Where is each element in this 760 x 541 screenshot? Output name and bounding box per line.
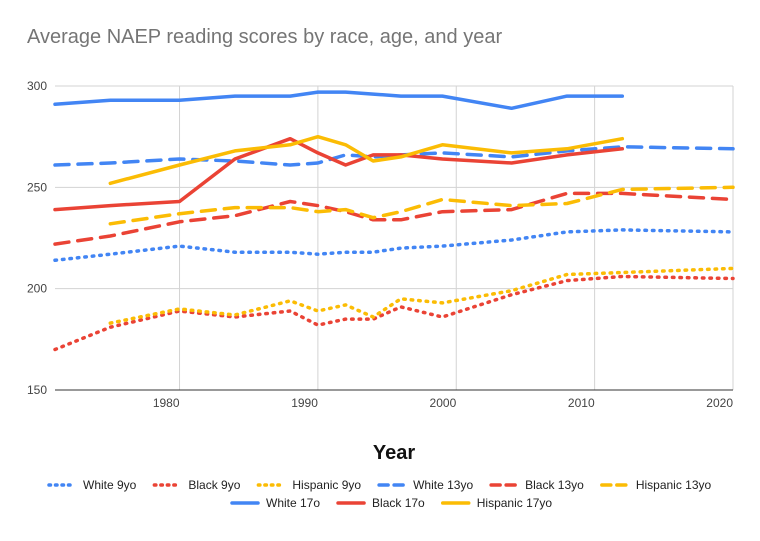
legend-item-hispanic-17yo: Hispanic 17yo (440, 496, 553, 510)
legend-label: White 17o (266, 496, 320, 510)
x-tick-label-2020: 2020 (706, 396, 733, 410)
x-tick-label-2010: 2010 (568, 396, 595, 410)
legend-label: Black 17o (372, 496, 425, 510)
legend-label: Black 13yo (525, 478, 584, 492)
series-line-black-13yo (53, 191, 735, 246)
legend-item-hispanic-9yo: Hispanic 9yo (256, 478, 361, 492)
legend-label: Hispanic 9yo (292, 478, 361, 492)
legend-item-black-17o: Black 17o (336, 496, 425, 510)
legend-item-white-17o: White 17o (230, 496, 320, 510)
series-line-hispanic-17yo (108, 134, 625, 186)
series-line-hispanic-13yo (108, 185, 735, 226)
series-line-black-9yo (53, 274, 735, 352)
series-line-white-9yo (53, 228, 735, 263)
series-line-black-17o (53, 136, 625, 212)
legend-label: Hispanic 17yo (477, 496, 553, 510)
legend-item-black-13yo: Black 13yo (489, 478, 584, 492)
x-tick-label-1990: 1990 (291, 396, 318, 410)
legend-item-white-13yo: White 13yo (377, 478, 473, 492)
series-line-white-17o (53, 90, 625, 111)
legend-label: White 13yo (413, 478, 473, 492)
legend: White 9yo Black 9yo Hispanic 9yo White 13yo… (47, 478, 712, 510)
axes: 150 200 250 300 1980 1990 2000 2010 2020 (27, 79, 733, 410)
legend-label: Black 9yo (188, 478, 240, 492)
x-axis-label: Year (373, 442, 415, 464)
grid (55, 85, 734, 391)
legend-item-white-9yo: White 9yo (47, 478, 137, 492)
legend-item-black-9yo: Black 9yo (152, 478, 241, 492)
x-tick-label-1980: 1980 (153, 396, 180, 410)
series-line-hispanic-9yo (108, 266, 735, 325)
series-lines (53, 90, 735, 352)
legend-item-hispanic-13yo: Hispanic 13yo (600, 478, 712, 492)
y-tick-label-300: 300 (27, 79, 47, 93)
y-tick-label-150: 150 (27, 383, 47, 397)
chart-title: Average NAEP reading scores by race, age… (27, 26, 503, 48)
series-line-white-13yo (53, 145, 735, 167)
y-tick-label-200: 200 (27, 282, 47, 296)
legend-label: White 9yo (83, 478, 137, 492)
x-tick-label-2000: 2000 (430, 396, 457, 410)
legend-label: Hispanic 13yo (636, 478, 712, 492)
y-tick-label-250: 250 (27, 180, 47, 194)
